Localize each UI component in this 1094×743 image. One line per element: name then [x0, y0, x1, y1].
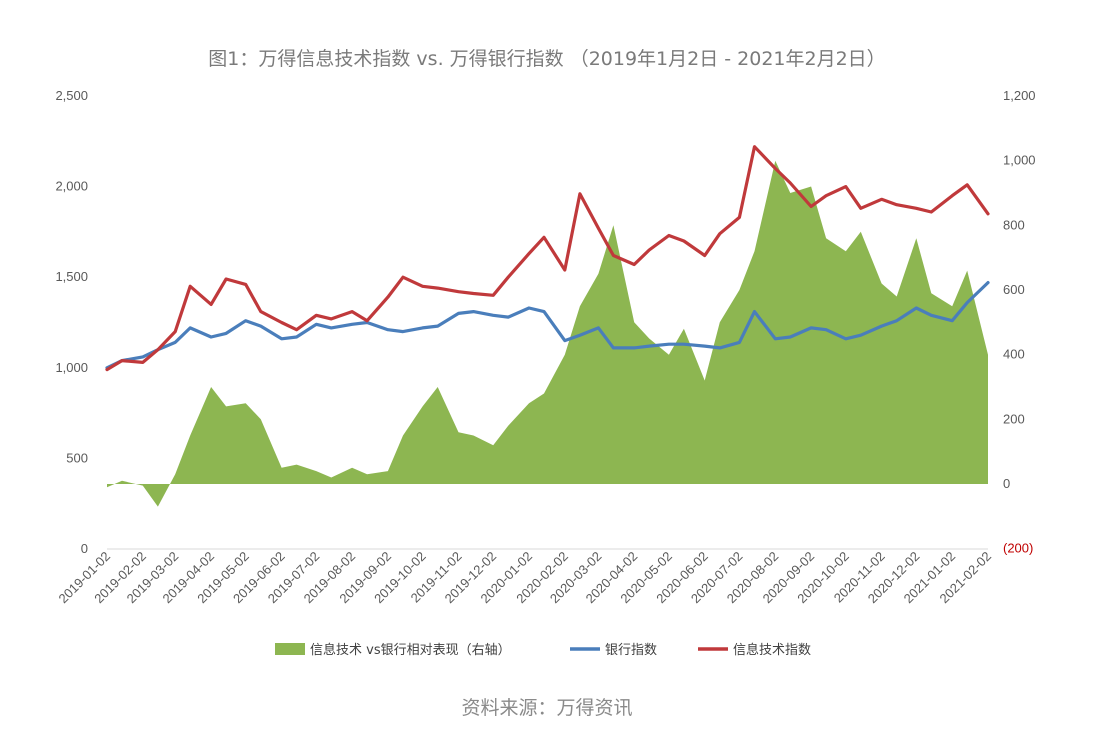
relative-performance-area — [107, 160, 988, 507]
legend-label-it: 信息技术指数 — [733, 642, 811, 658]
source-note: 资料来源：万得资讯 — [461, 697, 633, 719]
left-tick-label: 1,500 — [55, 269, 88, 284]
right-tick-label: 400 — [1003, 347, 1025, 362]
right-axis: (200) 0 200 400 600 800 1,000 1,200 — [1003, 88, 1036, 556]
legend-swatch-relative — [275, 643, 305, 655]
plot-area — [105, 145, 990, 507]
right-tick-label: (200) — [1003, 541, 1033, 556]
left-tick-label: 2,500 — [55, 88, 88, 103]
bank-index-line — [105, 281, 990, 370]
x-axis: 2019-01-022019-02-022019-03-022019-04-02… — [55, 548, 994, 606]
right-tick-label: 1,000 — [1003, 153, 1036, 168]
left-tick-label: 500 — [66, 450, 88, 465]
chart-title: 图1：万得信息技术指数 vs. 万得银行指数 （2019年1月2日 - 2021… — [208, 48, 886, 70]
left-tick-label: 0 — [81, 541, 88, 556]
it-index-line — [105, 145, 990, 372]
legend: 信息技术 vs银行相对表现（右轴） 银行指数 信息技术指数 — [275, 642, 811, 658]
legend-label-relative: 信息技术 vs银行相对表现（右轴） — [310, 642, 511, 658]
legend-label-bank: 银行指数 — [605, 643, 657, 658]
left-tick-label: 2,000 — [55, 179, 88, 194]
right-tick-label: 800 — [1003, 217, 1025, 232]
right-tick-label: 200 — [1003, 411, 1025, 426]
right-tick-label: 600 — [1003, 282, 1025, 297]
right-tick-label: 1,200 — [1003, 88, 1036, 103]
right-tick-label: 0 — [1003, 476, 1010, 491]
left-axis: 0 500 1,000 1,500 2,000 2,500 — [55, 88, 88, 556]
left-tick-label: 1,000 — [55, 360, 88, 375]
